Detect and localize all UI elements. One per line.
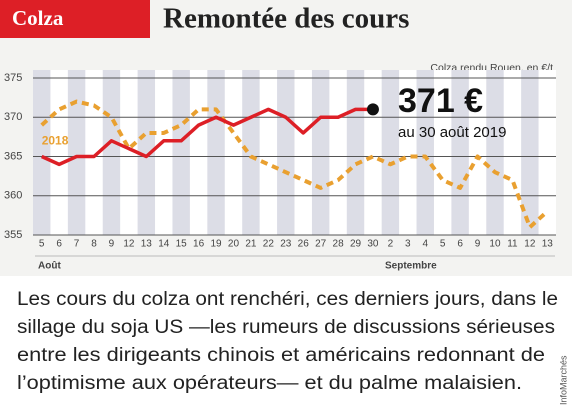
- body-line: Les cours du colza ont renchéri, ces der…: [17, 289, 558, 310]
- x-tick-label: 10: [489, 239, 501, 250]
- x-tick-label: 20: [228, 239, 240, 250]
- x-tick-label: 2: [388, 239, 394, 250]
- y-tick-label: 370: [4, 111, 22, 123]
- end-marker: [366, 103, 379, 116]
- stripe: [416, 70, 434, 235]
- body-line: entre les dirigeants chinois et américai…: [17, 345, 545, 366]
- x-tick-label: 15: [176, 239, 188, 250]
- x-tick-label: 6: [56, 239, 62, 250]
- x-tick-label: 12: [524, 239, 536, 250]
- stripe: [172, 70, 190, 235]
- x-tick-label: 27: [315, 239, 327, 250]
- y-tick-label: 360: [4, 190, 22, 202]
- stripe: [486, 70, 504, 235]
- x-tick-label: 8: [91, 239, 97, 250]
- callout-text: au 30 août 2019: [398, 124, 506, 141]
- header-box: [0, 0, 150, 38]
- x-tick-label: 21: [245, 239, 257, 250]
- stripe: [102, 70, 121, 235]
- x-tick-label: 28: [333, 239, 345, 250]
- x-tick-label: 16: [193, 239, 205, 250]
- stripe: [346, 70, 365, 235]
- stripe: [67, 70, 86, 235]
- x-tick-label: 26: [298, 239, 310, 250]
- y-tick-label: 365: [4, 150, 22, 162]
- series-label: 2018: [42, 133, 69, 147]
- source: InfoMarchés: [558, 355, 568, 405]
- body-line: sillage du soja US —les rumeurs de discu…: [17, 317, 555, 338]
- stripe: [381, 70, 400, 235]
- stripe: [521, 70, 539, 235]
- callout-value: 371 €: [398, 82, 483, 120]
- x-tick-label: 5: [39, 239, 45, 250]
- x-tick-label: 7: [74, 239, 80, 250]
- x-tick-label: 11: [507, 239, 518, 250]
- stripe: [33, 70, 51, 235]
- x-tick-label: 22: [263, 239, 275, 250]
- x-tick-label: 19: [210, 239, 222, 250]
- x-tick-label: 6: [457, 239, 463, 250]
- x-tick-label: 13: [542, 239, 554, 250]
- stripe: [207, 70, 225, 235]
- stripe: [277, 70, 295, 235]
- x-tick-label: 30: [367, 239, 379, 250]
- month-label: Août: [38, 261, 61, 272]
- series-line: [40, 99, 549, 230]
- body-line: l’optimisme aux opérateurs— et du palme …: [17, 373, 522, 394]
- x-tick-label: 13: [141, 239, 153, 250]
- stripe: [242, 70, 260, 235]
- x-tick-label: 5: [440, 239, 446, 250]
- x-tick-label: 9: [109, 239, 115, 250]
- x-tick-label: 23: [280, 239, 292, 250]
- text-panel: [0, 276, 572, 414]
- x-tick-label: 3: [405, 239, 411, 250]
- header: Colza: [12, 6, 64, 30]
- series-line: [40, 107, 373, 167]
- month-label: Septembre: [385, 261, 437, 272]
- y-tick-label: 375: [4, 72, 22, 84]
- stripe: [137, 70, 156, 235]
- stripe: [311, 70, 330, 235]
- x-tick-label: 12: [123, 239, 135, 250]
- stripe: [451, 70, 469, 235]
- x-tick-label: 9: [475, 239, 481, 250]
- x-tick-label: 29: [350, 239, 362, 250]
- x-tick-label: 14: [158, 239, 170, 250]
- y-tick-label: 355: [4, 229, 22, 241]
- x-tick-label: 4: [422, 239, 428, 250]
- chart-title: Remontée des cours: [163, 3, 409, 35]
